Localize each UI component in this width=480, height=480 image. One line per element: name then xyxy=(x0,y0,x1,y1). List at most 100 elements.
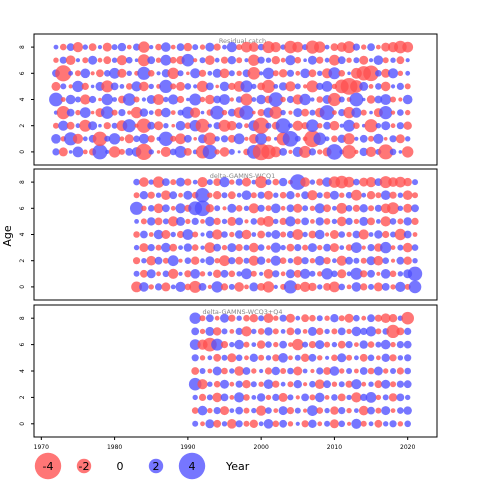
residual-bubble xyxy=(329,190,339,200)
residual-bubble xyxy=(205,326,215,336)
residual-bubble xyxy=(88,43,97,51)
residual-bubble xyxy=(309,270,316,277)
residual-bubble xyxy=(200,258,205,264)
residual-bubble xyxy=(360,420,367,427)
residual-bubble xyxy=(387,202,400,215)
residual-bubble xyxy=(286,230,295,239)
residual-bubble xyxy=(64,132,78,146)
residual-bubble xyxy=(390,408,396,413)
residual-bubble xyxy=(52,148,60,156)
residual-bubble xyxy=(331,381,338,387)
residual-bubble xyxy=(403,380,412,389)
residual-bubble xyxy=(280,231,287,238)
residual-bubble xyxy=(192,231,199,238)
residual-bubble xyxy=(324,407,330,414)
legend: Year -4 -2 0 2 4 xyxy=(34,452,250,480)
residual-bubble xyxy=(373,133,384,144)
residual-bubble xyxy=(390,258,396,263)
residual-bubble xyxy=(141,97,147,102)
residual-bubble xyxy=(273,84,279,89)
residual-bubble xyxy=(229,179,235,185)
residual-bubble xyxy=(131,81,142,92)
bubbles xyxy=(129,174,423,294)
residual-bubble xyxy=(368,84,374,89)
residual-bubble xyxy=(191,217,199,225)
x-tick-label: 1990 xyxy=(180,444,195,451)
residual-bubble xyxy=(186,97,190,102)
residual-bubble xyxy=(353,178,360,186)
residual-bubble xyxy=(137,66,151,80)
residual-bubble xyxy=(273,315,279,321)
residual-bubble xyxy=(219,255,230,267)
residual-bubble xyxy=(110,82,119,91)
residual-bubble xyxy=(192,420,199,427)
residual-bubble xyxy=(382,57,389,64)
residual-bubble xyxy=(279,257,287,265)
residual-bubble xyxy=(273,192,279,198)
residual-bubble xyxy=(158,131,174,146)
residual-bubble xyxy=(337,353,347,363)
residual-bubble xyxy=(221,354,228,361)
residual-bubble xyxy=(156,71,161,76)
residual-bubble xyxy=(404,354,412,362)
residual-bubble xyxy=(184,257,192,265)
residual-bubble xyxy=(332,258,337,264)
residual-bubble xyxy=(360,109,367,116)
residual-bubble xyxy=(367,341,375,348)
residual-bubble xyxy=(255,132,268,145)
residual-bubble xyxy=(160,146,171,157)
residual-bubble xyxy=(235,244,243,252)
residual-bubble xyxy=(364,119,378,133)
residual-bubble xyxy=(373,366,383,376)
residual-bubble xyxy=(176,43,185,51)
residual-bubble xyxy=(366,95,376,104)
residual-bubble xyxy=(294,218,301,225)
residual-bubble xyxy=(198,69,207,77)
residual-bubble xyxy=(102,42,112,52)
residual-bubble xyxy=(256,94,266,105)
residual-bubble xyxy=(207,407,213,414)
residual-bubble xyxy=(213,243,222,252)
residual-bubble xyxy=(212,366,222,376)
residual-bubble xyxy=(287,421,294,427)
residual-bubble xyxy=(394,228,407,241)
residual-bubble xyxy=(302,244,309,251)
residual-bubble xyxy=(266,258,271,264)
residual-bubble xyxy=(280,96,286,103)
residual-bubble xyxy=(141,205,147,211)
residual-bubble xyxy=(286,407,295,415)
residual-bubble xyxy=(191,256,200,265)
residual-bubble xyxy=(376,271,381,276)
residual-bubble xyxy=(258,354,265,361)
residual-bubble xyxy=(247,67,261,80)
residual-bubble xyxy=(265,341,272,348)
residual-bubble xyxy=(354,355,359,361)
residual-bubble xyxy=(229,395,235,400)
residual-bubble xyxy=(337,327,346,336)
residual-bubble xyxy=(398,150,403,154)
residual-bubble xyxy=(214,258,220,264)
residual-bubble xyxy=(220,379,230,389)
residual-bubble xyxy=(248,54,260,66)
residual-bubble xyxy=(153,94,164,105)
residual-bubble xyxy=(402,190,413,200)
residual-bubble xyxy=(383,421,389,427)
residual-bubble xyxy=(375,123,382,129)
residual-bubble xyxy=(279,314,287,322)
residual-bubble xyxy=(213,217,221,225)
residual-bubble xyxy=(191,354,199,362)
residual-bubble xyxy=(229,329,235,334)
residual-bubble xyxy=(154,108,163,117)
residual-bubble xyxy=(265,355,272,361)
residual-bubble xyxy=(265,57,272,63)
residual-bubble xyxy=(374,95,383,104)
residual-bubble xyxy=(368,232,374,237)
residual-bubble xyxy=(388,393,398,402)
residual-bubble xyxy=(200,232,205,237)
residual-bubble xyxy=(178,245,183,251)
residual-bubble xyxy=(258,381,264,387)
residual-bubble xyxy=(178,192,183,198)
residual-bubble xyxy=(331,328,338,335)
residual-bubble xyxy=(294,83,301,90)
residual-bubble xyxy=(175,203,186,214)
